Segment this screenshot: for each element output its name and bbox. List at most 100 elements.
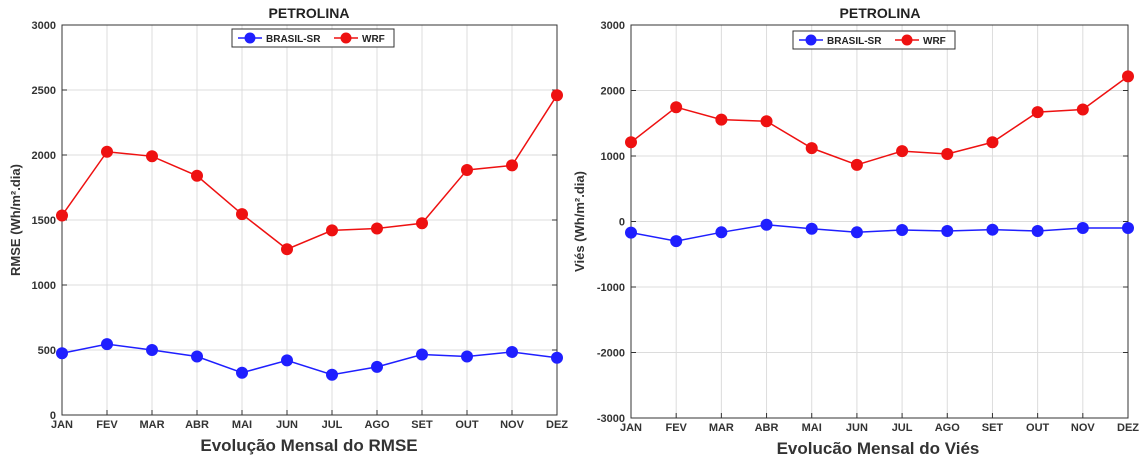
legend-label-wrf: WRF — [923, 36, 946, 47]
data-point-brasil-sr — [1076, 222, 1089, 235]
data-point-brasil-sr — [236, 366, 248, 379]
x-tick-label: ABR — [185, 419, 209, 431]
x-axis-label: Evolução Mensal do RMSE — [200, 436, 417, 455]
x-tick-label: FEV — [96, 419, 118, 431]
y-tick-label: -1000 — [597, 282, 625, 294]
chart-title: PETROLINA — [269, 5, 350, 21]
y-tick-label: 2000 — [601, 86, 625, 98]
chart-title: PETROLINA — [840, 5, 921, 21]
series-line-brasil-sr — [630, 224, 1128, 242]
data-point-brasil-sr — [625, 226, 637, 239]
data-point-brasil-sr — [941, 224, 954, 237]
x-tick-label: MAI — [802, 422, 822, 434]
data-point-brasil-sr — [146, 344, 158, 356]
y-tick-label: 3000 — [32, 20, 56, 32]
data-point-brasil-sr — [191, 350, 203, 363]
y-tick-label: 500 — [38, 345, 56, 357]
data-point-brasil-sr — [416, 348, 428, 361]
rmse-chart: 0 500 1000 1500 2000 2500 3000 JAN FEV MAR ABR MAI J… — [8, 5, 568, 455]
x-tick-label: DEZ — [546, 419, 568, 431]
x-tick-label: AGO — [364, 419, 390, 431]
data-point-brasil-sr — [670, 235, 683, 248]
data-point-wrf — [850, 158, 863, 171]
data-point-wrf — [805, 142, 818, 155]
data-point-wrf — [326, 224, 338, 237]
data-point-wrf — [416, 217, 428, 230]
y-tick-label: 0 — [619, 217, 625, 229]
data-point-wrf — [715, 113, 728, 126]
data-point-brasil-sr — [371, 360, 383, 373]
x-tick-label: JAN — [620, 422, 642, 434]
y-tick-label: 2500 — [32, 85, 56, 97]
data-point-wrf — [896, 145, 909, 158]
legend-box — [792, 30, 956, 50]
data-point-wrf — [281, 243, 293, 256]
data-point-brasil-sr — [850, 226, 863, 239]
legend-swatch-marker — [340, 32, 352, 44]
data-point-brasil-sr — [986, 223, 999, 236]
x-tick-label: NOV — [1071, 422, 1096, 434]
legend-swatch-marker — [805, 34, 817, 46]
x-tick-label: ABR — [755, 422, 779, 434]
data-point-brasil-sr — [1122, 222, 1134, 235]
x-tick-label: SET — [982, 422, 1004, 434]
x-axis-label: Evolucão Mensal do Viés — [777, 439, 980, 458]
y-tick-label: 1500 — [32, 215, 56, 227]
data-point-wrf — [625, 136, 637, 149]
data-point-brasil-sr — [461, 350, 473, 363]
legend-swatch-marker — [244, 32, 256, 44]
legend-label-wrf: WRF — [362, 34, 385, 45]
data-point-wrf — [506, 159, 518, 172]
data-point-wrf — [1031, 106, 1044, 119]
x-tick-label: JUN — [276, 419, 298, 431]
data-point-brasil-sr — [896, 224, 909, 237]
legend-swatch-marker — [901, 34, 913, 46]
legend-box — [231, 28, 395, 48]
y-axis-label: RMSE (Wh/m².dia) — [8, 164, 23, 276]
legend: BRASIL-SR WRF — [231, 28, 395, 48]
data-point-wrf — [1076, 103, 1089, 116]
x-tick-label: MAR — [139, 419, 164, 431]
data-point-wrf — [101, 145, 113, 158]
data-point-brasil-sr — [56, 347, 68, 360]
data-point-wrf — [56, 209, 68, 222]
data-point-wrf — [941, 148, 954, 161]
y-tick-label: 1000 — [32, 280, 56, 292]
data-point-wrf — [1122, 70, 1134, 83]
x-tick-label: OUT — [1026, 422, 1050, 434]
series-line-wrf — [61, 94, 558, 251]
x-tick-label: FEV — [665, 422, 687, 434]
data-point-brasil-sr — [715, 226, 728, 239]
y-tick-label: 0 — [50, 410, 56, 422]
x-tick-label: MAR — [709, 422, 734, 434]
legend-label-brasil-sr: BRASIL-SR — [827, 36, 882, 47]
x-tick-label: JUL — [892, 422, 913, 434]
data-point-wrf — [146, 150, 158, 163]
legend: BRASIL-SR WRF — [792, 30, 956, 50]
data-point-brasil-sr — [1031, 224, 1044, 237]
data-point-brasil-sr — [760, 218, 773, 231]
rmse-chart-panel: 0 500 1000 1500 2000 2500 3000 JAN FEV MAR ABR MAI J… — [8, 5, 568, 455]
data-point-wrf — [760, 115, 773, 128]
y-axis-label: Viés (Wh/m².dia) — [572, 171, 587, 272]
y-tick-label: 1000 — [601, 151, 625, 163]
data-point-wrf — [670, 101, 683, 114]
data-point-brasil-sr — [281, 354, 293, 367]
y-tick-label: -3000 — [597, 413, 625, 425]
y-tick-label: 3000 — [601, 20, 625, 32]
x-tick-label: JUN — [846, 422, 868, 434]
data-point-wrf — [986, 136, 999, 149]
x-tick-label: MAI — [232, 419, 252, 431]
series-line-wrf — [630, 75, 1129, 166]
x-tick-label: NOV — [500, 419, 525, 431]
data-point-brasil-sr — [506, 345, 518, 358]
data-point-brasil-sr — [551, 351, 563, 364]
y-tick-label: -2000 — [597, 348, 625, 360]
data-point-wrf — [191, 169, 203, 182]
bias-chart-panel: -3000 -2000 -1000 0 1000 2000 3000 JAN FEV MAR ABR… — [572, 0, 1143, 461]
bias-chart: -3000 -2000 -1000 0 1000 2000 3000 JAN FEV MAR ABR… — [572, 5, 1139, 458]
data-point-brasil-sr — [326, 368, 338, 381]
x-tick-label: OUT — [455, 419, 479, 431]
data-point-wrf — [371, 222, 383, 235]
x-tick-label: SET — [411, 419, 433, 431]
